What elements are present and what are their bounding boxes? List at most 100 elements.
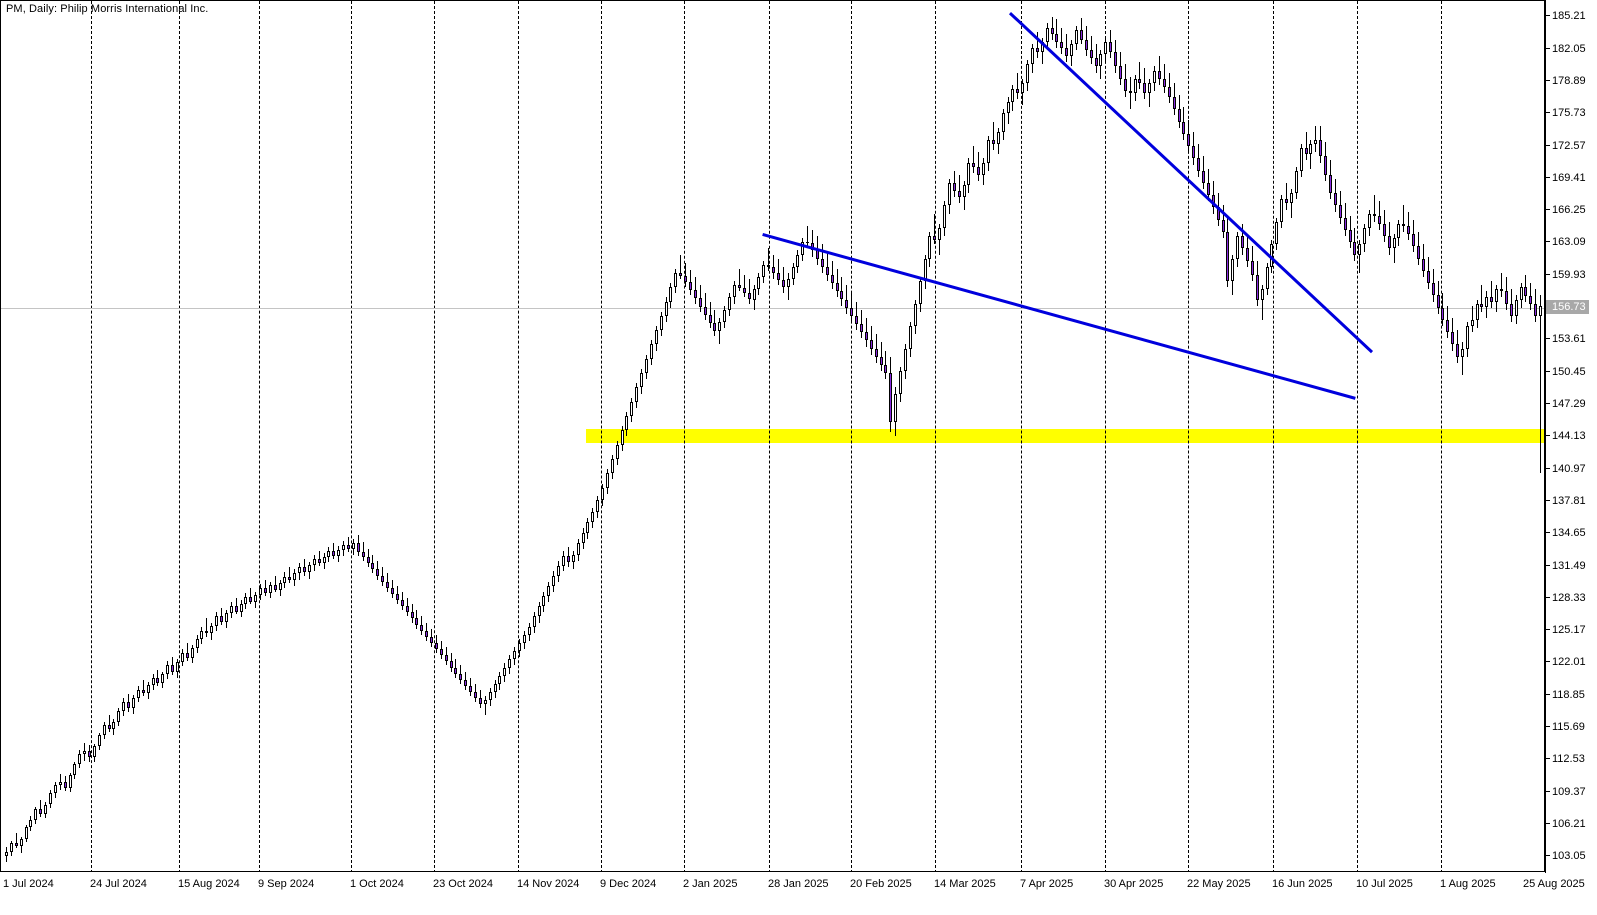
candle-body: [1036, 48, 1039, 53]
candlestick: [489, 1, 492, 871]
candlestick: [464, 1, 467, 871]
candlestick: [1109, 1, 1112, 871]
candle-body: [1349, 229, 1352, 243]
candlestick: [997, 1, 1000, 871]
candle-body: [73, 763, 76, 775]
candle-body: [1011, 88, 1014, 103]
vertical-gridline: [601, 1, 602, 871]
candlestick: [948, 1, 951, 871]
candle-wick: [1540, 295, 1541, 474]
candlestick: [508, 1, 511, 871]
candlestick: [660, 1, 663, 871]
vertical-gridline: [179, 1, 180, 871]
candlestick: [1480, 1, 1483, 871]
candlestick: [235, 1, 238, 871]
candlestick: [205, 1, 208, 871]
candle-body: [845, 299, 848, 308]
candle-wick: [817, 236, 818, 265]
candle-wick: [768, 248, 769, 271]
candlestick: [806, 1, 809, 871]
candlestick: [1090, 1, 1093, 871]
candle-body: [425, 630, 428, 637]
candlestick: [870, 1, 873, 871]
candle-body: [733, 285, 736, 298]
candle-body: [161, 673, 164, 683]
price-tick-label: 125.17: [1552, 624, 1586, 637]
candlestick: [1266, 1, 1269, 871]
candle-body: [166, 665, 169, 674]
tick-mark: [1545, 47, 1550, 49]
candlestick: [1490, 1, 1493, 871]
candle-body: [103, 724, 106, 735]
candlestick: [1437, 1, 1440, 871]
yellow-support-zone[interactable]: [586, 428, 1544, 443]
candle-wick: [1037, 31, 1038, 59]
candle-body: [254, 594, 257, 603]
candle-body: [850, 307, 853, 316]
candle-body: [489, 692, 492, 701]
candle-body: [1300, 148, 1303, 171]
price-axis[interactable]: 185.21 182.05 178.89 175.73 172.57 169.41 166.…: [1545, 0, 1597, 873]
plot-area[interactable]: [0, 0, 1545, 872]
date-tick-label: 1 Oct 2024: [350, 878, 404, 890]
candlestick: [1080, 1, 1083, 871]
candlestick: [166, 1, 169, 871]
candle-body: [542, 595, 545, 607]
candle-body: [318, 559, 321, 564]
candlestick: [972, 1, 975, 871]
candle-body: [1026, 64, 1029, 83]
candle-wick: [1403, 205, 1404, 233]
candle-body: [1226, 232, 1229, 282]
candle-body: [88, 751, 91, 758]
candle-body: [660, 315, 663, 331]
price-tick: 122.01: [1545, 656, 1586, 668]
candle-body: [342, 544, 345, 550]
candlestick: [1207, 1, 1210, 871]
candle-body: [1373, 213, 1376, 216]
candlestick: [1388, 1, 1391, 871]
tick-mark: [1545, 338, 1550, 340]
candlestick: [264, 1, 267, 871]
candle-body: [1480, 303, 1483, 307]
price-tick-label: 169.41: [1552, 171, 1586, 184]
candlestick: [933, 1, 936, 871]
candle-wick: [827, 252, 828, 282]
candle-body: [313, 559, 316, 566]
candlestick: [347, 1, 350, 871]
price-tick-label: 182.05: [1552, 42, 1586, 55]
candle-body: [669, 287, 672, 302]
candle-body: [347, 544, 350, 549]
candle-wick: [250, 587, 251, 605]
candlestick: [127, 1, 130, 871]
candlestick: [440, 1, 443, 871]
candlestick: [1476, 1, 1479, 871]
candlestick: [117, 1, 120, 871]
current-price-tag[interactable]: 156.73: [1546, 300, 1589, 315]
candlestick: [1026, 1, 1029, 871]
candle-body: [1007, 102, 1010, 114]
candle-wick: [1359, 240, 1360, 273]
price-tick: 159.93: [1545, 269, 1586, 281]
tick-mark: [1545, 241, 1550, 243]
candle-body: [337, 549, 340, 557]
candlestick: [44, 1, 47, 871]
candle-body: [391, 587, 394, 594]
candle-body: [1060, 41, 1063, 49]
candle-wick: [1374, 195, 1375, 222]
date-axis[interactable]: 1 Jul 2024 24 Jul 2024 15 Aug 2024 9 Sep 20…: [0, 873, 1585, 915]
candlestick: [93, 1, 96, 871]
candle-wick: [143, 679, 144, 697]
candle-body: [596, 499, 599, 513]
candlestick: [1202, 1, 1205, 871]
candle-body: [210, 625, 213, 633]
candlestick: [1393, 1, 1396, 871]
candle-body: [1031, 48, 1034, 65]
candle-wick: [705, 293, 706, 320]
candlestick: [1212, 1, 1215, 871]
candle-body: [630, 401, 633, 417]
candle-body: [689, 282, 692, 291]
candle-body: [1070, 43, 1073, 57]
candlestick: [1407, 1, 1410, 871]
price-tick: 163.09: [1545, 236, 1586, 248]
